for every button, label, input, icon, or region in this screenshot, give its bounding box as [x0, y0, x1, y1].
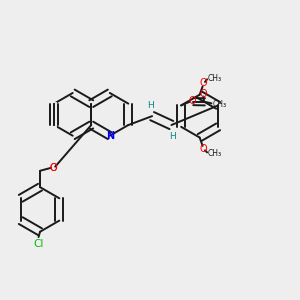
Text: CH₃: CH₃ [208, 74, 222, 83]
Text: N: N [106, 131, 114, 141]
Text: H: H [169, 132, 176, 141]
Text: H: H [147, 100, 154, 109]
Text: O: O [200, 144, 207, 154]
Text: O: O [200, 78, 207, 88]
Text: Cl: Cl [33, 239, 44, 249]
Text: O: O [188, 96, 196, 106]
Text: O: O [50, 163, 57, 173]
Text: CH₃: CH₃ [208, 149, 222, 158]
Text: O: O [50, 163, 57, 173]
Text: O: O [200, 89, 207, 99]
Text: CH₃: CH₃ [212, 100, 226, 109]
